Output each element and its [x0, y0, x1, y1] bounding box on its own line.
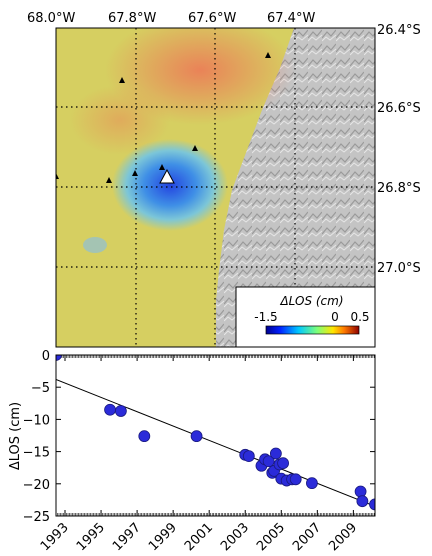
x-axis-minor-ticks: [55, 355, 375, 516]
time-series-plot: 0 −5 −10 −15 −20 −25 1993 1995 1997 1999 2001 2003…: [8, 349, 376, 554]
volcano-icon: [119, 77, 125, 83]
data-point: [289, 473, 302, 486]
volcano-icon: [192, 145, 198, 151]
colorbar-gradient: [265, 325, 360, 335]
y-tick-label: −10: [23, 413, 50, 428]
x-tick-label: 2007: [290, 520, 324, 554]
x-tick-label: 1999: [146, 520, 180, 554]
x-tick-label: 1995: [74, 520, 108, 554]
volcano-icon: [132, 170, 138, 176]
colorbar-tick-min: -1.5: [254, 310, 277, 324]
colorbar-title: ΔLOS (cm): [279, 294, 343, 308]
volcano-icon: [56, 173, 59, 179]
insar-map: ΔLOS (cm) -1.5 0 0.5: [56, 28, 375, 347]
data-point: [356, 495, 369, 508]
lat-tick-label: 26.4°S: [377, 23, 421, 38]
x-tick-label: 2001: [182, 520, 216, 554]
lon-tick-label: 67.4°W: [267, 11, 315, 26]
data-point: [242, 450, 255, 463]
lat-tick-label: 26.6°S: [377, 101, 421, 116]
map-frame: [55, 27, 376, 348]
data-point: [56, 355, 62, 361]
y-tick-label: −25: [23, 510, 50, 525]
x-tick-label: 2009: [326, 520, 360, 554]
data-point: [190, 430, 203, 443]
x-axis: 1993 1995 1997 1999 2001 2003 2005 2007 2009: [38, 355, 360, 554]
y-tick-label: −5: [31, 381, 50, 396]
map-latitude-labels: 26.4°S 26.6°S 26.8°S 27.0°S: [377, 23, 421, 276]
y-tick-label: −15: [23, 446, 50, 461]
colorbar-tick-max: 0.5: [350, 310, 369, 324]
lat-tick-label: 27.0°S: [377, 261, 421, 276]
x-tick-label: 2003: [218, 520, 252, 554]
data-point: [262, 455, 275, 468]
lon-tick-label: 67.6°W: [188, 11, 236, 26]
data-point: [306, 477, 318, 490]
lat-tick-label: 26.8°S: [377, 181, 421, 196]
deformation-center: [112, 139, 228, 231]
plot-frame: [55, 354, 376, 517]
y-axis: 0 −5 −10 −15 −20 −25: [23, 349, 375, 525]
trend-line: [56, 379, 375, 507]
data-point: [354, 485, 367, 498]
y-tick-label: −20: [23, 478, 50, 493]
volcano-icon: [159, 164, 165, 170]
data-point: [269, 447, 282, 460]
uplift-region-west: [70, 85, 170, 155]
minor-signal: [83, 237, 107, 253]
data-point: [138, 430, 151, 443]
lon-tick-label: 67.8°W: [108, 11, 156, 26]
x-tick-label: 2005: [254, 520, 288, 554]
map-longitude-labels: 68.0°W 67.8°W 67.6°W 67.4°W: [27, 11, 315, 26]
data-point: [277, 457, 289, 470]
x-tick-label: 1993: [38, 520, 72, 554]
volcano-markers: [56, 52, 271, 183]
volcano-icon: [265, 52, 271, 58]
data-point: [104, 403, 116, 416]
deformation-source-icon: [159, 168, 175, 184]
x-tick-label: 1997: [110, 520, 144, 554]
colorbar-inset: ΔLOS (cm) -1.5 0 0.5: [235, 286, 375, 347]
lon-tick-label: 68.0°W: [27, 11, 75, 26]
colorbar-tick-zero: 0: [331, 310, 339, 324]
y-axis-label: ΔLOS (cm): [8, 402, 23, 470]
data-point: [369, 498, 375, 511]
data-point: [114, 405, 127, 417]
data-points: [56, 355, 375, 511]
y-tick-label: 0: [42, 349, 50, 364]
volcano-icon: [106, 177, 112, 183]
